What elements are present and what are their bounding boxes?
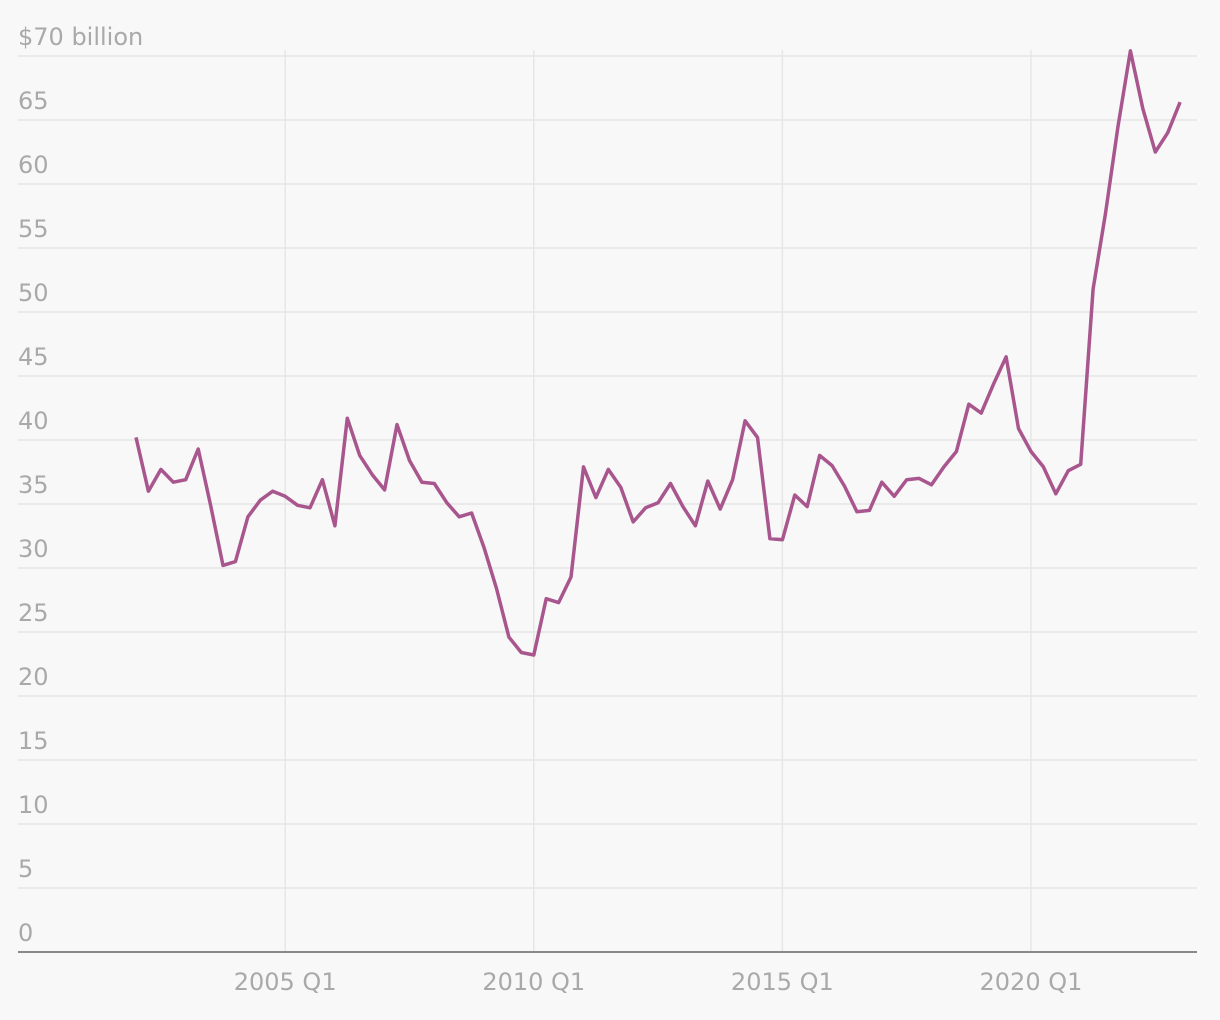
- y-tick-label: 60: [18, 151, 49, 179]
- y-tick-label: $70 billion: [18, 23, 143, 51]
- y-tick-label: 5: [18, 855, 33, 883]
- x-tick-label: 2010 Q1: [482, 968, 585, 996]
- y-tick-label: 25: [18, 599, 49, 627]
- x-tick-label: 2015 Q1: [731, 968, 834, 996]
- y-tick-label: 20: [18, 663, 49, 691]
- y-tick-label: 50: [18, 279, 49, 307]
- y-tick-label: 40: [18, 407, 49, 435]
- y-tick-label: 55: [18, 215, 49, 243]
- y-tick-label: 45: [18, 343, 49, 371]
- x-tick-label: 2005 Q1: [234, 968, 337, 996]
- y-tick-label: 65: [18, 87, 49, 115]
- y-tick-label: 30: [18, 535, 49, 563]
- y-tick-label: 15: [18, 727, 49, 755]
- y-tick-label: 0: [18, 919, 33, 947]
- x-tick-label: 2020 Q1: [980, 968, 1083, 996]
- data-line: [134, 49, 1182, 657]
- y-tick-label: 10: [18, 791, 49, 819]
- y-tick-label: 35: [18, 471, 49, 499]
